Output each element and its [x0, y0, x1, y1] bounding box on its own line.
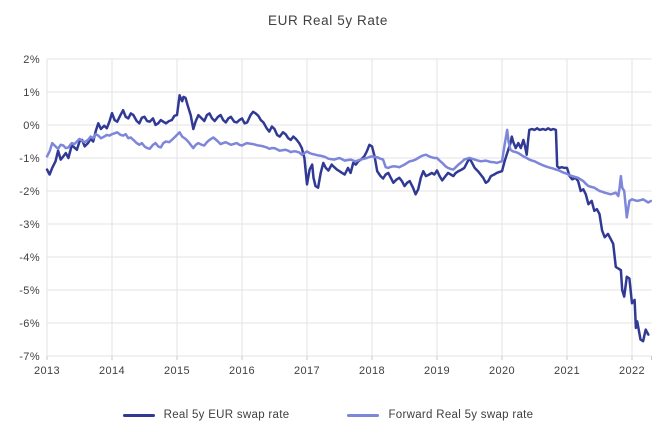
y-axis-tick-label: 0%	[23, 120, 40, 132]
y-axis-tick-label: -2%	[19, 186, 40, 198]
x-axis-tick-label: 2017	[294, 365, 320, 377]
x-axis-tick-label: 2016	[229, 365, 255, 377]
x-axis-tick-label: 2021	[554, 365, 580, 377]
y-axis-tick-label: -7%	[19, 351, 40, 363]
x-axis-tick-label: 2015	[164, 365, 190, 377]
chart-legend: Real 5y EUR swap rate Forward Real 5y sw…	[0, 409, 656, 421]
legend-line-swatch-dark-icon	[122, 413, 155, 417]
y-axis-tick-label: -4%	[19, 252, 40, 264]
series-line-real-5y-eur-swap-rate	[45, 94, 650, 343]
x-axis-tick-label: 2014	[99, 365, 125, 377]
legend-item-forward-real-5y-swap-rate: Forward Real 5y swap rate	[347, 409, 533, 421]
y-axis-tick-label: -5%	[19, 285, 40, 297]
legend-label-forward-real-5y-swap-rate: Forward Real 5y swap rate	[388, 409, 534, 421]
y-axis-tick-label: -3%	[19, 219, 40, 231]
x-axis-tick-label: 2018	[359, 365, 385, 377]
x-axis-tick-label: 2022	[619, 365, 645, 377]
y-axis-tick-label: -6%	[19, 318, 40, 330]
legend-line-swatch-light-icon	[347, 413, 380, 417]
x-axis-tick-label: 2020	[489, 365, 515, 377]
chart-title: EUR Real 5y Rate	[268, 13, 388, 28]
x-axis-tick-label: 2019	[424, 365, 450, 377]
y-axis-tick-label: -1%	[19, 153, 40, 165]
y-axis-tick-label: 2%	[23, 54, 40, 66]
series-line-forward-real-5y-swap-rate	[45, 128, 653, 219]
legend-item-real-5y-eur-swap-rate: Real 5y EUR swap rate	[122, 409, 290, 421]
x-axis-tick-label: 2013	[34, 365, 60, 377]
y-axis-tick-label: 1%	[23, 87, 40, 99]
legend-label-real-5y-eur-swap-rate: Real 5y EUR swap rate	[163, 409, 290, 421]
